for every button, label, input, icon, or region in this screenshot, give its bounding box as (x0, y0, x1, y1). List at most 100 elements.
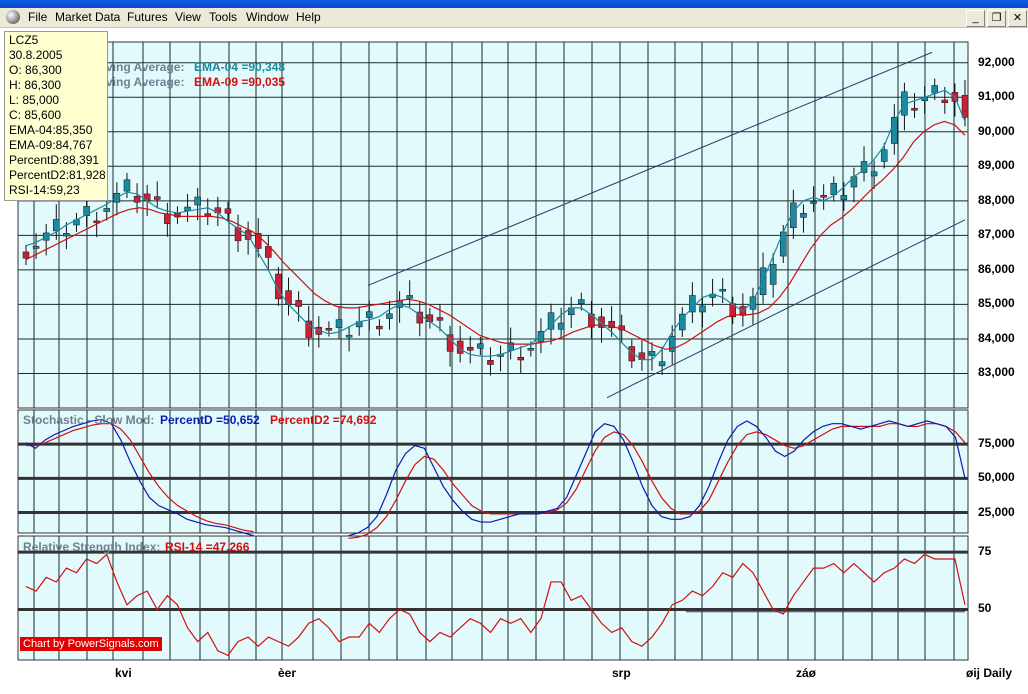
bear-candle (961, 94, 969, 118)
menu-window[interactable]: Window (246, 10, 289, 24)
y-tick-label: 91,000 (978, 89, 1015, 104)
bull-candle (53, 219, 60, 232)
bull-candle (527, 348, 535, 351)
trend-channel-lower (606, 219, 966, 399)
bull-candle (870, 171, 878, 177)
bull-candle (103, 208, 111, 212)
y-tick-label: 88,000 (978, 192, 1015, 207)
bear-candle (265, 246, 272, 258)
rsi-legend: RSI-14 =47,266 (165, 540, 250, 554)
bear-candle (608, 321, 615, 329)
bear-candle (598, 316, 605, 328)
tooltip-line: O: 86,300 (9, 63, 62, 77)
menu-bar: File Market Data Futures View Tools Wind… (0, 8, 1028, 28)
tooltip-line: EMA-04:85,350 (9, 123, 93, 137)
panel-2-background (17, 535, 969, 661)
menu-file[interactable]: File (28, 10, 48, 24)
bear-candle (204, 213, 211, 217)
x-tick-label: kvi (115, 666, 132, 680)
bear-candle (254, 233, 262, 249)
bear-candle (224, 208, 232, 214)
bull-candle (749, 296, 757, 310)
bull-candle (880, 149, 888, 162)
bull-candle (477, 343, 484, 349)
tooltip-line: EMA-09:84,767 (9, 138, 93, 152)
bear-candle (325, 327, 333, 331)
ema9-line (25, 120, 966, 350)
x-tick-label: øij Daily (966, 666, 1013, 680)
bull-candle (83, 206, 90, 216)
y-tick-label: 85,000 (978, 296, 1015, 311)
menu-tools[interactable]: Tools (209, 10, 238, 24)
bull-candle (800, 213, 807, 218)
bull-candle (769, 264, 777, 285)
bull-candle (366, 311, 373, 318)
ema4-line (25, 89, 966, 361)
bull-candle (507, 342, 514, 351)
bear-candle (487, 360, 494, 365)
menu-help[interactable]: Help (296, 10, 321, 24)
tooltip-line: PercentD:88,391 (9, 153, 100, 167)
y-tick-label: 50,000 (978, 470, 1015, 485)
chart-canvas[interactable] (0, 28, 1028, 694)
bull-candle (406, 295, 413, 299)
percentd2-legend: PercentD2 =74,692 (270, 413, 377, 427)
bear-candle (164, 213, 171, 224)
tooltip-line: H: 86,300 (9, 78, 62, 92)
bull-candle (386, 313, 393, 319)
bull-candle (689, 295, 696, 313)
menu-market-data[interactable]: Market Data (55, 10, 121, 24)
menu-futures[interactable]: Futures (127, 10, 168, 24)
percentd-line (25, 418, 254, 537)
bull-candle (830, 182, 837, 195)
bear-candle (133, 196, 141, 203)
bear-candle (295, 300, 302, 307)
tooltip-line: RSI-14:59,23 (9, 183, 80, 197)
bear-candle (446, 334, 454, 352)
bull-candle (668, 335, 676, 352)
close-button[interactable]: ✕ (1008, 10, 1027, 27)
bear-candle (941, 99, 949, 104)
percentd-line (348, 420, 966, 537)
trend-channel-upper (367, 51, 933, 286)
watermark-badge[interactable]: Chart by PowerSignals.com (20, 637, 162, 651)
bear-candle (154, 196, 161, 200)
bull-candle (345, 334, 353, 338)
y-tick-label: 75,000 (978, 436, 1015, 451)
panel-1-background (17, 409, 969, 534)
menu-view[interactable]: View (175, 10, 201, 24)
y-tick-label: 87,000 (978, 227, 1015, 242)
rsi-title: Relative Strength Index: (23, 540, 161, 554)
x-tick-label: srp (612, 666, 631, 680)
percentd2-line (348, 423, 966, 540)
stochastic-title: Stochastic - Slow Mod: (23, 413, 155, 427)
bear-candle (93, 220, 100, 224)
app-globe-icon[interactable] (6, 10, 20, 24)
ema9-legend: EMA-09 =90,035 (194, 75, 286, 89)
y-tick-label: 86,000 (978, 261, 1015, 276)
tooltip-line: L: 85,000 (9, 93, 60, 107)
bear-candle (517, 356, 524, 361)
ema4-legend: EMA-04 =90,348 (194, 60, 286, 74)
x-tick-label: záø (796, 666, 817, 680)
bull-candle (557, 322, 565, 330)
ema4-legend-prefix: ving Average: (106, 60, 185, 74)
ohlc-tooltip: LCZ5 30.8.2005 O: 86,300 H: 86,300 L: 85… (4, 31, 108, 201)
y-tick-label: 75 (978, 544, 992, 559)
minimize-button[interactable]: _ (966, 10, 985, 27)
bull-candle (547, 312, 555, 330)
bull-candle (648, 351, 656, 356)
title-bar (0, 0, 1028, 8)
tooltip-line: 30.8.2005 (9, 48, 63, 62)
bull-candle (578, 299, 585, 304)
percentd2-line (26, 423, 254, 533)
bull-candle (335, 319, 343, 328)
bear-candle (467, 346, 474, 351)
bear-candle (628, 346, 636, 362)
bull-candle (719, 288, 726, 292)
bull-candle (790, 202, 797, 229)
bear-candle (275, 273, 282, 300)
restore-button[interactable]: ❐ (987, 10, 1006, 27)
bull-candle (658, 361, 666, 367)
bull-candle (840, 195, 848, 201)
